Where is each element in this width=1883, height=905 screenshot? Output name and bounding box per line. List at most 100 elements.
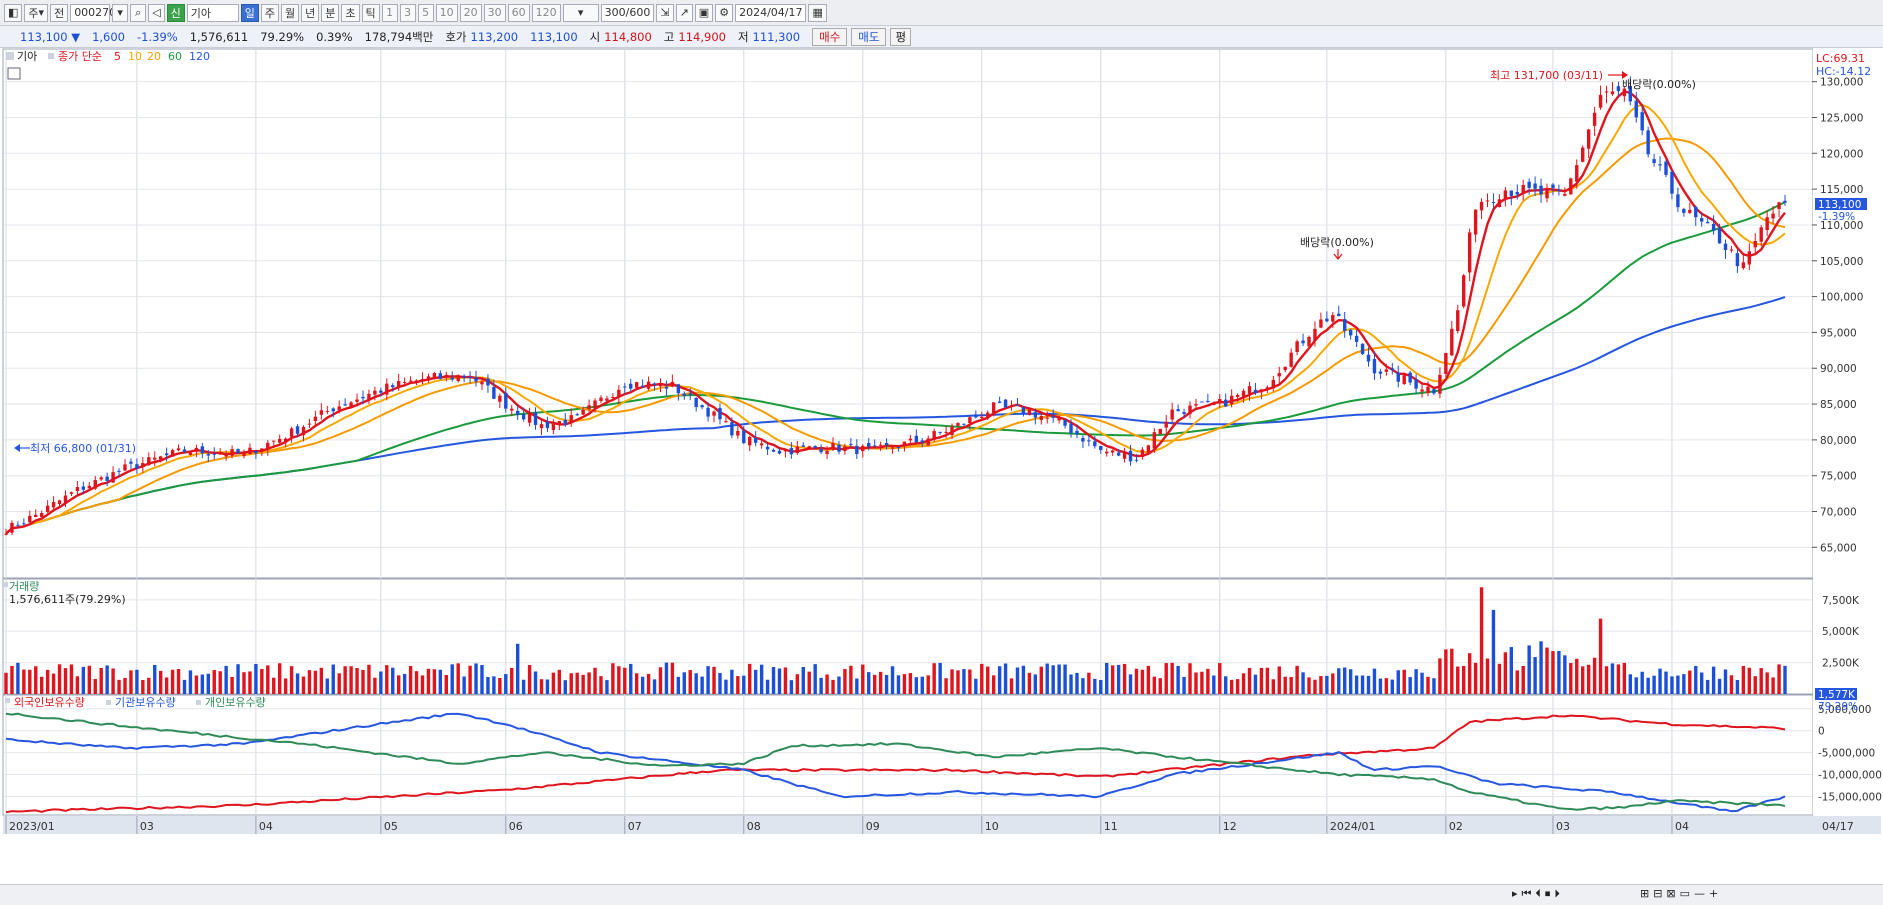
volume-bar <box>492 676 496 694</box>
inst-toggle-icon[interactable] <box>106 700 111 705</box>
indiv-toggle-icon[interactable] <box>196 700 201 705</box>
volume-bar <box>563 680 567 694</box>
horizontal-scrollbar[interactable]: ▸⏮⏴⏹⏵ ⊞⊟⊠▭—+ <box>0 884 1883 905</box>
volume-bar <box>81 666 86 694</box>
candle-body <box>736 430 740 436</box>
candle-body <box>504 392 508 409</box>
candle-body <box>1652 159 1656 164</box>
interval-10[interactable]: 10 <box>435 3 458 22</box>
save-icon[interactable]: ▣ <box>694 3 714 22</box>
volume-bar <box>1247 668 1252 694</box>
candle-body <box>1723 243 1728 251</box>
candle-body <box>438 373 443 379</box>
zoom-controls-icon[interactable]: ⊞⊟⊠▭—+ <box>1640 887 1723 900</box>
zoom-icon[interactable]: ⇲ <box>656 3 674 22</box>
candle-body <box>1206 400 1210 402</box>
change-pct: -1.39% <box>137 29 178 44</box>
volume-bar <box>1694 665 1698 694</box>
volume-bar <box>1485 658 1490 694</box>
candle-body <box>694 397 698 408</box>
volume-bar <box>932 663 936 694</box>
candle-body <box>1616 86 1621 92</box>
candle-body <box>10 522 14 533</box>
panel-toggle-icon[interactable] <box>6 52 14 60</box>
sell-button[interactable]: 매도 <box>851 27 887 46</box>
volume-bar <box>1271 679 1276 694</box>
period-minute[interactable]: 분 <box>321 3 340 22</box>
volume-bar <box>759 664 764 694</box>
chart-area[interactable]: 65,000 70,000 75,000 80,000 85,000 90,000 95,0… <box>0 48 1883 884</box>
buy-button[interactable]: 매수 <box>812 27 848 46</box>
volume-bar <box>1700 672 1704 694</box>
candle-body <box>1099 445 1103 451</box>
volume-bar <box>783 667 788 694</box>
volume-value: 1,576,611주(79.29%) <box>9 593 126 606</box>
volume-bar <box>908 673 913 694</box>
volume-bar <box>1069 674 1073 694</box>
candle-body <box>1575 165 1579 182</box>
volume-bar <box>1360 675 1365 694</box>
hc-value: HC:-14.12 <box>1816 65 1871 78</box>
legend-ma-label: 종가 단순 <box>58 50 102 63</box>
candle-body <box>843 446 847 452</box>
code-dropdown-icon[interactable]: ▾ <box>112 3 129 22</box>
volume-bar <box>182 679 187 694</box>
search-icon[interactable]: ⌕ <box>130 3 147 22</box>
y-tick-label: 75,000 <box>1820 471 1857 483</box>
volume-bar <box>480 664 484 694</box>
indiv-holdings-line <box>5 712 1786 811</box>
grid-toggle-icon[interactable] <box>7 67 21 80</box>
chart-type-icon[interactable]: ◧ <box>4 3 23 22</box>
interval-20[interactable]: 20 <box>459 3 482 22</box>
interval-30[interactable]: 30 <box>483 3 506 22</box>
date-input[interactable]: 2024/04/17 <box>735 3 807 22</box>
prev-icon[interactable]: ◁ <box>148 3 165 22</box>
candle-body <box>1527 181 1531 188</box>
candle-body <box>123 464 127 471</box>
period-year[interactable]: 년 <box>301 3 320 22</box>
candle-body <box>1360 343 1365 355</box>
holdings-toggle-icon[interactable] <box>5 698 10 703</box>
volume-bar <box>272 677 276 694</box>
market-select[interactable]: 전 <box>50 3 69 22</box>
legend-toggle-icon[interactable] <box>48 53 54 59</box>
interval-5[interactable]: 5 <box>417 3 434 22</box>
period-day[interactable]: 일 <box>240 3 259 22</box>
flat-button[interactable]: 평 <box>890 27 912 46</box>
volume-bar <box>634 673 639 694</box>
volume-bar <box>343 666 347 694</box>
volume-bar <box>1348 669 1353 694</box>
x-tick-label: 10 <box>985 820 999 833</box>
volume-bar <box>1343 667 1347 694</box>
volume-bar <box>45 669 50 694</box>
volume-bar <box>153 664 157 694</box>
volume-bar <box>569 673 573 694</box>
candle-body <box>640 385 645 387</box>
candle-body <box>1598 94 1603 108</box>
volume-toggle-icon[interactable] <box>3 582 8 587</box>
scroll-controls-icon[interactable]: ▸⏮⏴⏹⏵ <box>1512 887 1564 900</box>
period-second[interactable]: 초 <box>341 3 360 22</box>
gear-icon[interactable]: ⚙ <box>715 3 734 22</box>
interval-3[interactable]: 3 <box>399 3 416 22</box>
period-month[interactable]: 월 <box>281 3 300 22</box>
code-input[interactable]: 000270 <box>70 3 116 22</box>
interval-120[interactable]: 120 <box>531 3 561 22</box>
volume-bar <box>742 675 746 694</box>
calendar-icon[interactable]: ▦ <box>808 3 827 22</box>
volume-bar <box>1093 678 1097 694</box>
interval-custom-input[interactable]: ▾ <box>562 3 599 22</box>
volume-bar <box>307 670 312 694</box>
name-input[interactable]: 기아 <box>186 3 239 22</box>
interval-60[interactable]: 60 <box>507 3 530 22</box>
mode-select[interactable]: 주 ▾ <box>24 3 49 22</box>
interval-1[interactable]: 1 <box>381 3 398 22</box>
trend-icon[interactable]: ↗ <box>675 3 693 22</box>
volume-bar <box>1735 679 1740 694</box>
volume-bar <box>1003 663 1008 694</box>
period-tick[interactable]: 틱 <box>361 3 380 22</box>
candle-body <box>206 454 210 456</box>
period-week[interactable]: 주 <box>260 3 280 22</box>
candle-body <box>1182 412 1186 415</box>
count-input[interactable]: 300/600 <box>600 3 655 22</box>
